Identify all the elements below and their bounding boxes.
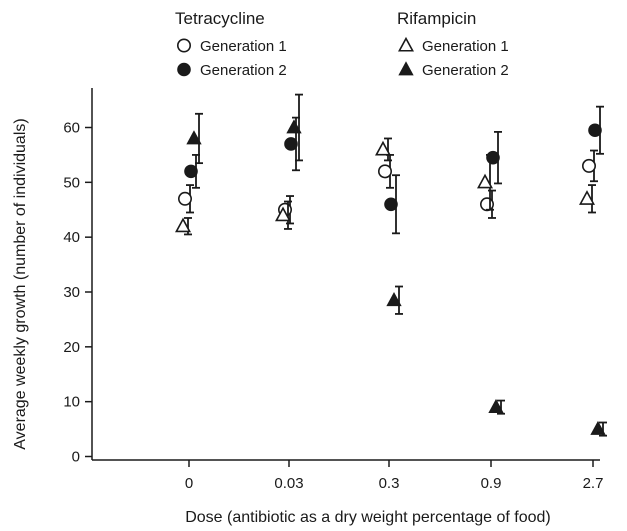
data-point <box>377 164 392 179</box>
series-rifampicin-generation-2 <box>186 93 607 437</box>
data-point <box>184 164 198 179</box>
data-point <box>284 137 298 151</box>
y-axis-label: Average weekly growth (number of individ… <box>12 118 29 449</box>
legend-marker <box>398 36 414 52</box>
y-tick-label: 40 <box>63 229 80 246</box>
data-point <box>477 173 493 189</box>
legend-marker <box>177 62 191 77</box>
x-ticks: 0 0.03 0.3 0.9 2.7 <box>185 460 604 492</box>
legend-label: Generation 2 <box>422 62 509 79</box>
data-point <box>579 190 595 205</box>
data-point <box>386 291 402 307</box>
series-rifampicin-generation-1 <box>175 137 596 236</box>
data-point <box>286 119 302 134</box>
y-tick-label: 10 <box>63 394 80 411</box>
data-point <box>479 197 494 212</box>
data-point <box>275 206 291 222</box>
data-marks <box>175 93 607 437</box>
x-tick-label: 0.9 <box>481 475 502 492</box>
legend-label: Generation 1 <box>422 38 509 55</box>
y-tick-label: 20 <box>63 339 80 356</box>
legend: Tetracycline Generation 1 Generation 2 Rifa… <box>175 9 509 79</box>
series-tetracycline-generation-2 <box>184 105 604 235</box>
data-point <box>581 158 596 173</box>
series-tetracycline-generation-1 <box>178 149 598 225</box>
x-tick-label: 2.7 <box>583 475 604 492</box>
y-tick-label: 0 <box>72 449 80 466</box>
data-point <box>375 140 391 156</box>
data-point <box>488 398 504 413</box>
data-point <box>178 191 193 206</box>
x-tick-label: 0.03 <box>274 475 303 492</box>
data-point <box>590 420 606 435</box>
legend-label: Generation 1 <box>200 38 287 55</box>
legend-label: Generation 2 <box>200 62 287 79</box>
axes: 0 10 20 30 40 50 60 0 0.03 0.3 0.9 2.7 Average wee… <box>12 88 603 526</box>
y-tick-label: 30 <box>63 284 80 301</box>
legend-title-tetracycline: Tetracycline <box>175 9 265 28</box>
data-point <box>175 217 191 233</box>
data-point <box>186 130 202 145</box>
x-axis-label: Dose (antibiotic as a dry weight percent… <box>185 509 551 526</box>
data-point <box>588 123 602 138</box>
legend-marker <box>398 61 414 76</box>
legend-title-rifampicin: Rifampicin <box>397 9 476 28</box>
y-tick-label: 60 <box>63 120 80 137</box>
y-ticks: 0 10 20 30 40 50 60 <box>63 120 92 466</box>
y-tick-label: 50 <box>63 174 80 191</box>
x-tick-label: 0.3 <box>379 475 400 492</box>
data-point <box>486 150 500 165</box>
data-point <box>384 197 398 212</box>
x-tick-label: 0 <box>185 475 193 492</box>
legend-marker <box>177 38 192 53</box>
